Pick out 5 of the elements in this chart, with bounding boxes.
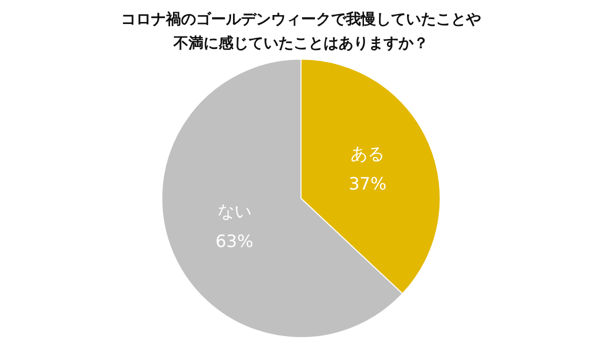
data-label: 37% xyxy=(348,174,387,195)
data-label: 63% xyxy=(215,232,254,252)
chart-title: コロナ禍のゴールデンウィークで我慢していたことや不満に感じていたことはありますか？ xyxy=(121,10,481,52)
slice-label: ない xyxy=(217,202,252,222)
slice-label: ある xyxy=(350,144,385,165)
